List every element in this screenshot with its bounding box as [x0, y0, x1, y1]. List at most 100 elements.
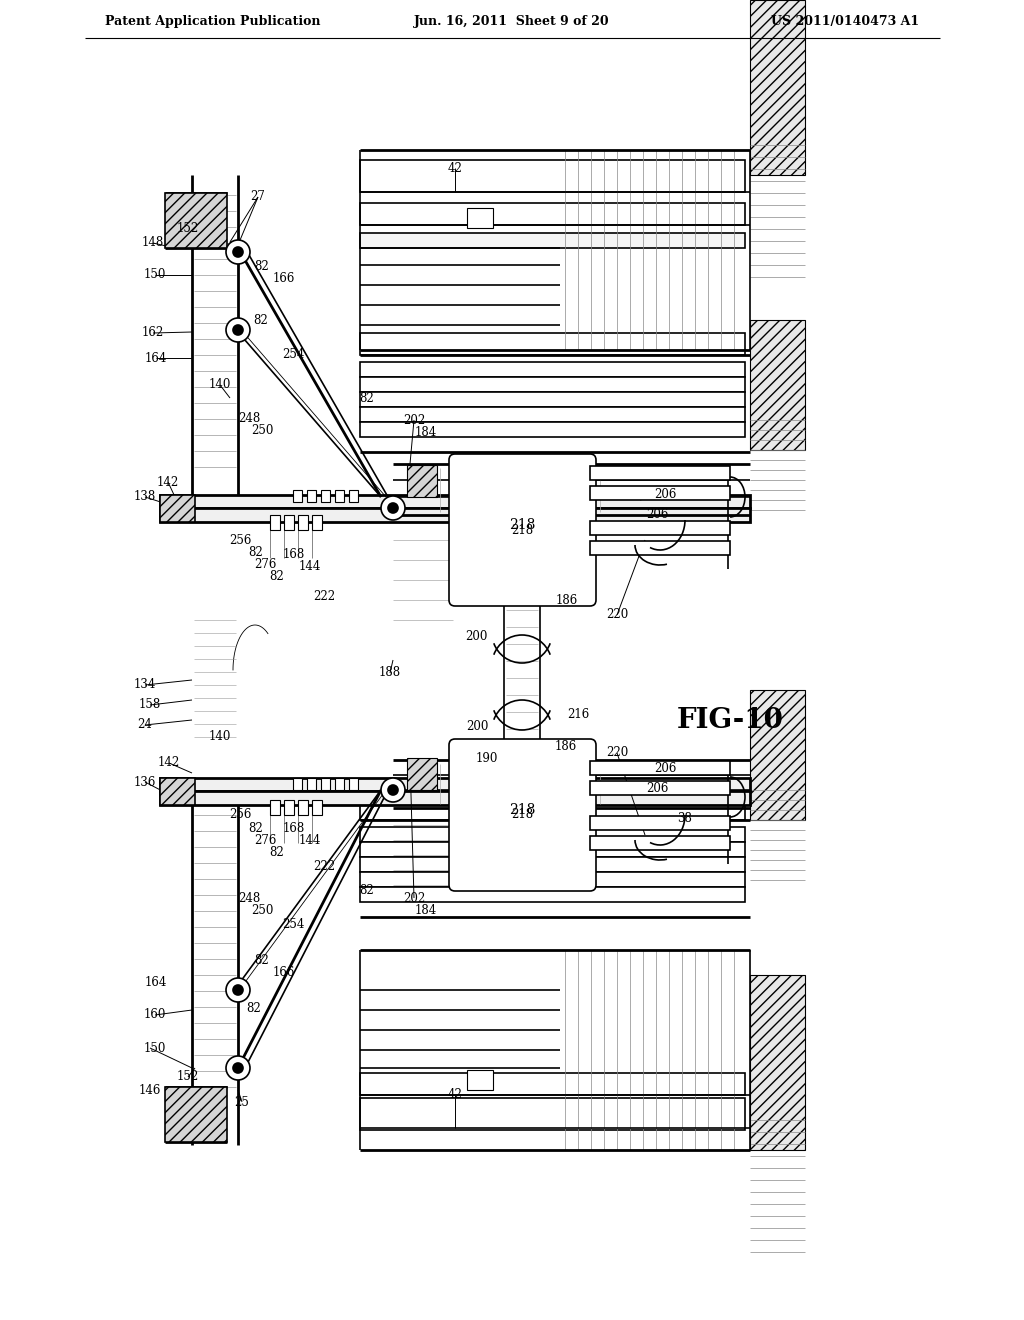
- Text: 82: 82: [269, 570, 285, 583]
- Bar: [160, 508, 750, 521]
- Bar: [360, 873, 745, 887]
- Text: 206: 206: [653, 487, 676, 500]
- Bar: [360, 887, 745, 902]
- Text: 42: 42: [447, 161, 463, 174]
- Text: 186: 186: [555, 741, 578, 754]
- Bar: [590, 816, 730, 830]
- Text: 222: 222: [313, 861, 335, 874]
- Text: 248: 248: [238, 412, 260, 425]
- Text: 202: 202: [402, 413, 425, 426]
- Bar: [360, 160, 745, 191]
- Text: 27: 27: [251, 190, 265, 203]
- Text: 82: 82: [359, 392, 375, 404]
- Text: 276: 276: [254, 833, 276, 846]
- Bar: [335, 777, 344, 789]
- Text: 254: 254: [282, 919, 304, 932]
- Text: 134: 134: [134, 678, 157, 692]
- Bar: [160, 777, 195, 805]
- Text: 162: 162: [142, 326, 164, 339]
- Text: 206: 206: [646, 781, 669, 795]
- Bar: [590, 762, 730, 775]
- Text: 206: 206: [653, 762, 676, 775]
- Text: 150: 150: [143, 1041, 166, 1055]
- Circle shape: [226, 1056, 250, 1080]
- Bar: [750, 975, 805, 1150]
- Bar: [160, 791, 750, 805]
- Bar: [360, 407, 745, 422]
- Text: 188: 188: [379, 667, 401, 680]
- Bar: [467, 209, 493, 228]
- Bar: [360, 362, 745, 378]
- Bar: [360, 333, 745, 355]
- Text: US 2011/0140473 A1: US 2011/0140473 A1: [771, 16, 919, 29]
- Circle shape: [233, 325, 243, 335]
- Bar: [360, 1098, 745, 1130]
- Text: 218: 218: [511, 524, 534, 536]
- Text: 138: 138: [134, 491, 156, 503]
- Text: 25: 25: [234, 1096, 250, 1109]
- Text: 152: 152: [177, 1071, 199, 1084]
- Text: 82: 82: [249, 821, 263, 834]
- Bar: [160, 495, 195, 521]
- Text: Jun. 16, 2011  Sheet 9 of 20: Jun. 16, 2011 Sheet 9 of 20: [414, 16, 610, 29]
- Bar: [270, 515, 280, 531]
- Text: 148: 148: [142, 236, 164, 249]
- Bar: [750, 0, 805, 176]
- Text: 140: 140: [209, 730, 231, 743]
- Bar: [360, 378, 745, 392]
- Text: 82: 82: [359, 883, 375, 896]
- Text: 168: 168: [283, 821, 305, 834]
- Bar: [407, 465, 437, 498]
- Text: 218: 218: [509, 803, 536, 817]
- Text: 136: 136: [134, 776, 157, 788]
- Text: 144: 144: [299, 560, 322, 573]
- Bar: [349, 490, 358, 502]
- Text: 82: 82: [269, 846, 285, 859]
- Text: 166: 166: [272, 965, 295, 978]
- Text: 250: 250: [251, 904, 273, 917]
- Text: 42: 42: [447, 1089, 463, 1101]
- Circle shape: [233, 985, 243, 995]
- Text: 150: 150: [143, 268, 166, 281]
- Text: 184: 184: [415, 425, 437, 438]
- Bar: [165, 1086, 227, 1142]
- Bar: [307, 777, 316, 789]
- Text: FIG-10: FIG-10: [677, 706, 783, 734]
- Circle shape: [226, 240, 250, 264]
- Text: 206: 206: [646, 507, 669, 520]
- Bar: [467, 1071, 493, 1090]
- Bar: [360, 842, 745, 857]
- Text: 82: 82: [255, 953, 269, 966]
- Text: 184: 184: [415, 904, 437, 917]
- Text: Patent Application Publication: Patent Application Publication: [105, 16, 321, 29]
- Bar: [307, 490, 316, 502]
- Text: 250: 250: [251, 425, 273, 437]
- Bar: [312, 800, 322, 814]
- Bar: [590, 486, 730, 500]
- Bar: [335, 490, 344, 502]
- Bar: [590, 836, 730, 850]
- Bar: [293, 777, 302, 789]
- Text: 220: 220: [606, 609, 628, 622]
- Bar: [590, 521, 730, 535]
- Bar: [590, 466, 730, 480]
- Bar: [750, 319, 805, 450]
- Text: 216: 216: [567, 709, 589, 722]
- Bar: [360, 422, 745, 437]
- Text: 218: 218: [509, 517, 536, 532]
- Text: 38: 38: [678, 812, 692, 825]
- Bar: [284, 800, 294, 814]
- Text: 82: 82: [254, 314, 268, 326]
- Text: 168: 168: [283, 549, 305, 561]
- Bar: [360, 857, 745, 873]
- Bar: [321, 777, 330, 789]
- Text: 164: 164: [144, 351, 167, 364]
- Text: 200: 200: [466, 719, 488, 733]
- FancyBboxPatch shape: [449, 739, 596, 891]
- Text: 158: 158: [139, 698, 161, 711]
- Text: 248: 248: [238, 891, 260, 904]
- Text: 24: 24: [137, 718, 153, 731]
- Text: 82: 82: [255, 260, 269, 273]
- Text: 256: 256: [228, 808, 251, 821]
- Text: 186: 186: [556, 594, 579, 606]
